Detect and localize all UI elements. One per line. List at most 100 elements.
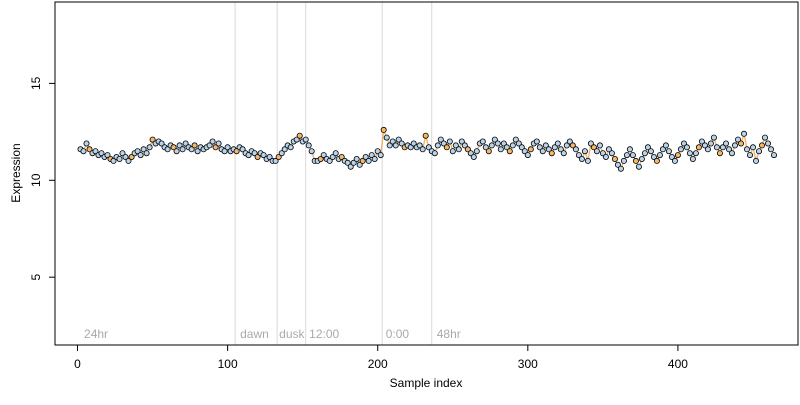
- data-point: [350, 159, 357, 166]
- data-point: [701, 142, 708, 149]
- data-point: [554, 140, 561, 147]
- data-point: [747, 152, 754, 159]
- data-point: [425, 144, 432, 151]
- data-point: [762, 134, 769, 141]
- data-point: [470, 153, 477, 160]
- data-point: [572, 146, 579, 153]
- data-point: [158, 140, 165, 147]
- data-point: [326, 157, 333, 164]
- data-point: [605, 146, 612, 153]
- data-point: [729, 150, 736, 157]
- data-point: [419, 146, 426, 153]
- data-point: [626, 146, 633, 153]
- data-point: [266, 153, 273, 160]
- data-point: [695, 144, 702, 151]
- data-point: [698, 138, 705, 145]
- data-point: [140, 146, 147, 153]
- data-point: [533, 138, 540, 145]
- data-point: [374, 148, 381, 155]
- data-point: [176, 142, 183, 149]
- data-point: [683, 144, 690, 151]
- data-point: [584, 157, 591, 164]
- data-point: [383, 134, 390, 141]
- data-point: [332, 150, 339, 157]
- vertical-guide-lines: [234, 2, 433, 345]
- data-point: [647, 148, 654, 155]
- data-point: [527, 146, 534, 153]
- data-point: [750, 144, 757, 151]
- series-trend-line: [80, 129, 775, 171]
- data-point: [566, 138, 573, 145]
- data-point: [536, 144, 543, 151]
- time-annotations: 24hr dawn dusk 12:00 0:00 48hr: [84, 327, 461, 341]
- data-point: [353, 155, 360, 162]
- data-point: [377, 152, 384, 159]
- data-point: [509, 142, 516, 149]
- data-point: [668, 153, 675, 160]
- data-point: [744, 146, 751, 153]
- data-point: [86, 146, 93, 153]
- data-points: [77, 126, 778, 172]
- data-point: [206, 142, 213, 149]
- x-tick-label: 100: [218, 357, 238, 371]
- data-point: [765, 140, 772, 147]
- data-point: [137, 152, 144, 159]
- data-point: [380, 126, 387, 133]
- data-point: [467, 150, 474, 157]
- data-point: [512, 136, 519, 143]
- data-point: [338, 153, 345, 160]
- data-point: [221, 148, 228, 155]
- x-axis-title: Sample index: [390, 376, 463, 390]
- data-point: [753, 157, 760, 164]
- data-point: [398, 140, 405, 147]
- data-point: [365, 157, 372, 164]
- data-point: [503, 144, 510, 151]
- data-point: [443, 144, 450, 151]
- data-point: [83, 140, 90, 147]
- time-annotation-label: 24hr: [84, 327, 108, 341]
- data-point: [293, 136, 300, 143]
- data-point: [614, 161, 621, 168]
- data-point: [146, 144, 153, 151]
- series-line: [80, 129, 775, 171]
- data-point: [392, 142, 399, 149]
- data-point: [539, 148, 546, 155]
- data-point: [756, 148, 763, 155]
- data-point: [209, 138, 216, 145]
- data-point: [92, 148, 99, 155]
- data-point: [287, 144, 294, 151]
- data-point: [548, 150, 555, 157]
- data-point: [479, 138, 486, 145]
- data-point: [506, 148, 513, 155]
- data-point: [771, 152, 778, 159]
- data-point: [719, 144, 726, 151]
- data-point: [641, 150, 648, 157]
- data-point: [128, 153, 135, 160]
- data-point: [677, 146, 684, 153]
- data-point: [560, 150, 567, 157]
- data-point: [632, 157, 639, 164]
- data-point: [371, 155, 378, 162]
- data-point: [134, 148, 141, 155]
- data-point: [410, 140, 417, 147]
- data-point: [452, 142, 459, 149]
- x-tick-label: 400: [668, 357, 688, 371]
- data-point: [617, 165, 624, 172]
- x-tick-label: 0: [74, 357, 81, 371]
- data-point: [125, 157, 132, 164]
- data-point: [110, 157, 117, 164]
- data-point: [596, 142, 603, 149]
- data-point: [659, 146, 666, 153]
- data-point: [302, 136, 309, 143]
- data-point: [329, 153, 336, 160]
- data-point: [716, 150, 723, 157]
- data-point: [644, 144, 651, 151]
- y-axis-title: Expression: [9, 143, 23, 202]
- data-point: [581, 148, 588, 155]
- data-point: [768, 146, 775, 153]
- data-point: [347, 163, 354, 170]
- data-point: [629, 152, 636, 159]
- data-point: [215, 140, 222, 147]
